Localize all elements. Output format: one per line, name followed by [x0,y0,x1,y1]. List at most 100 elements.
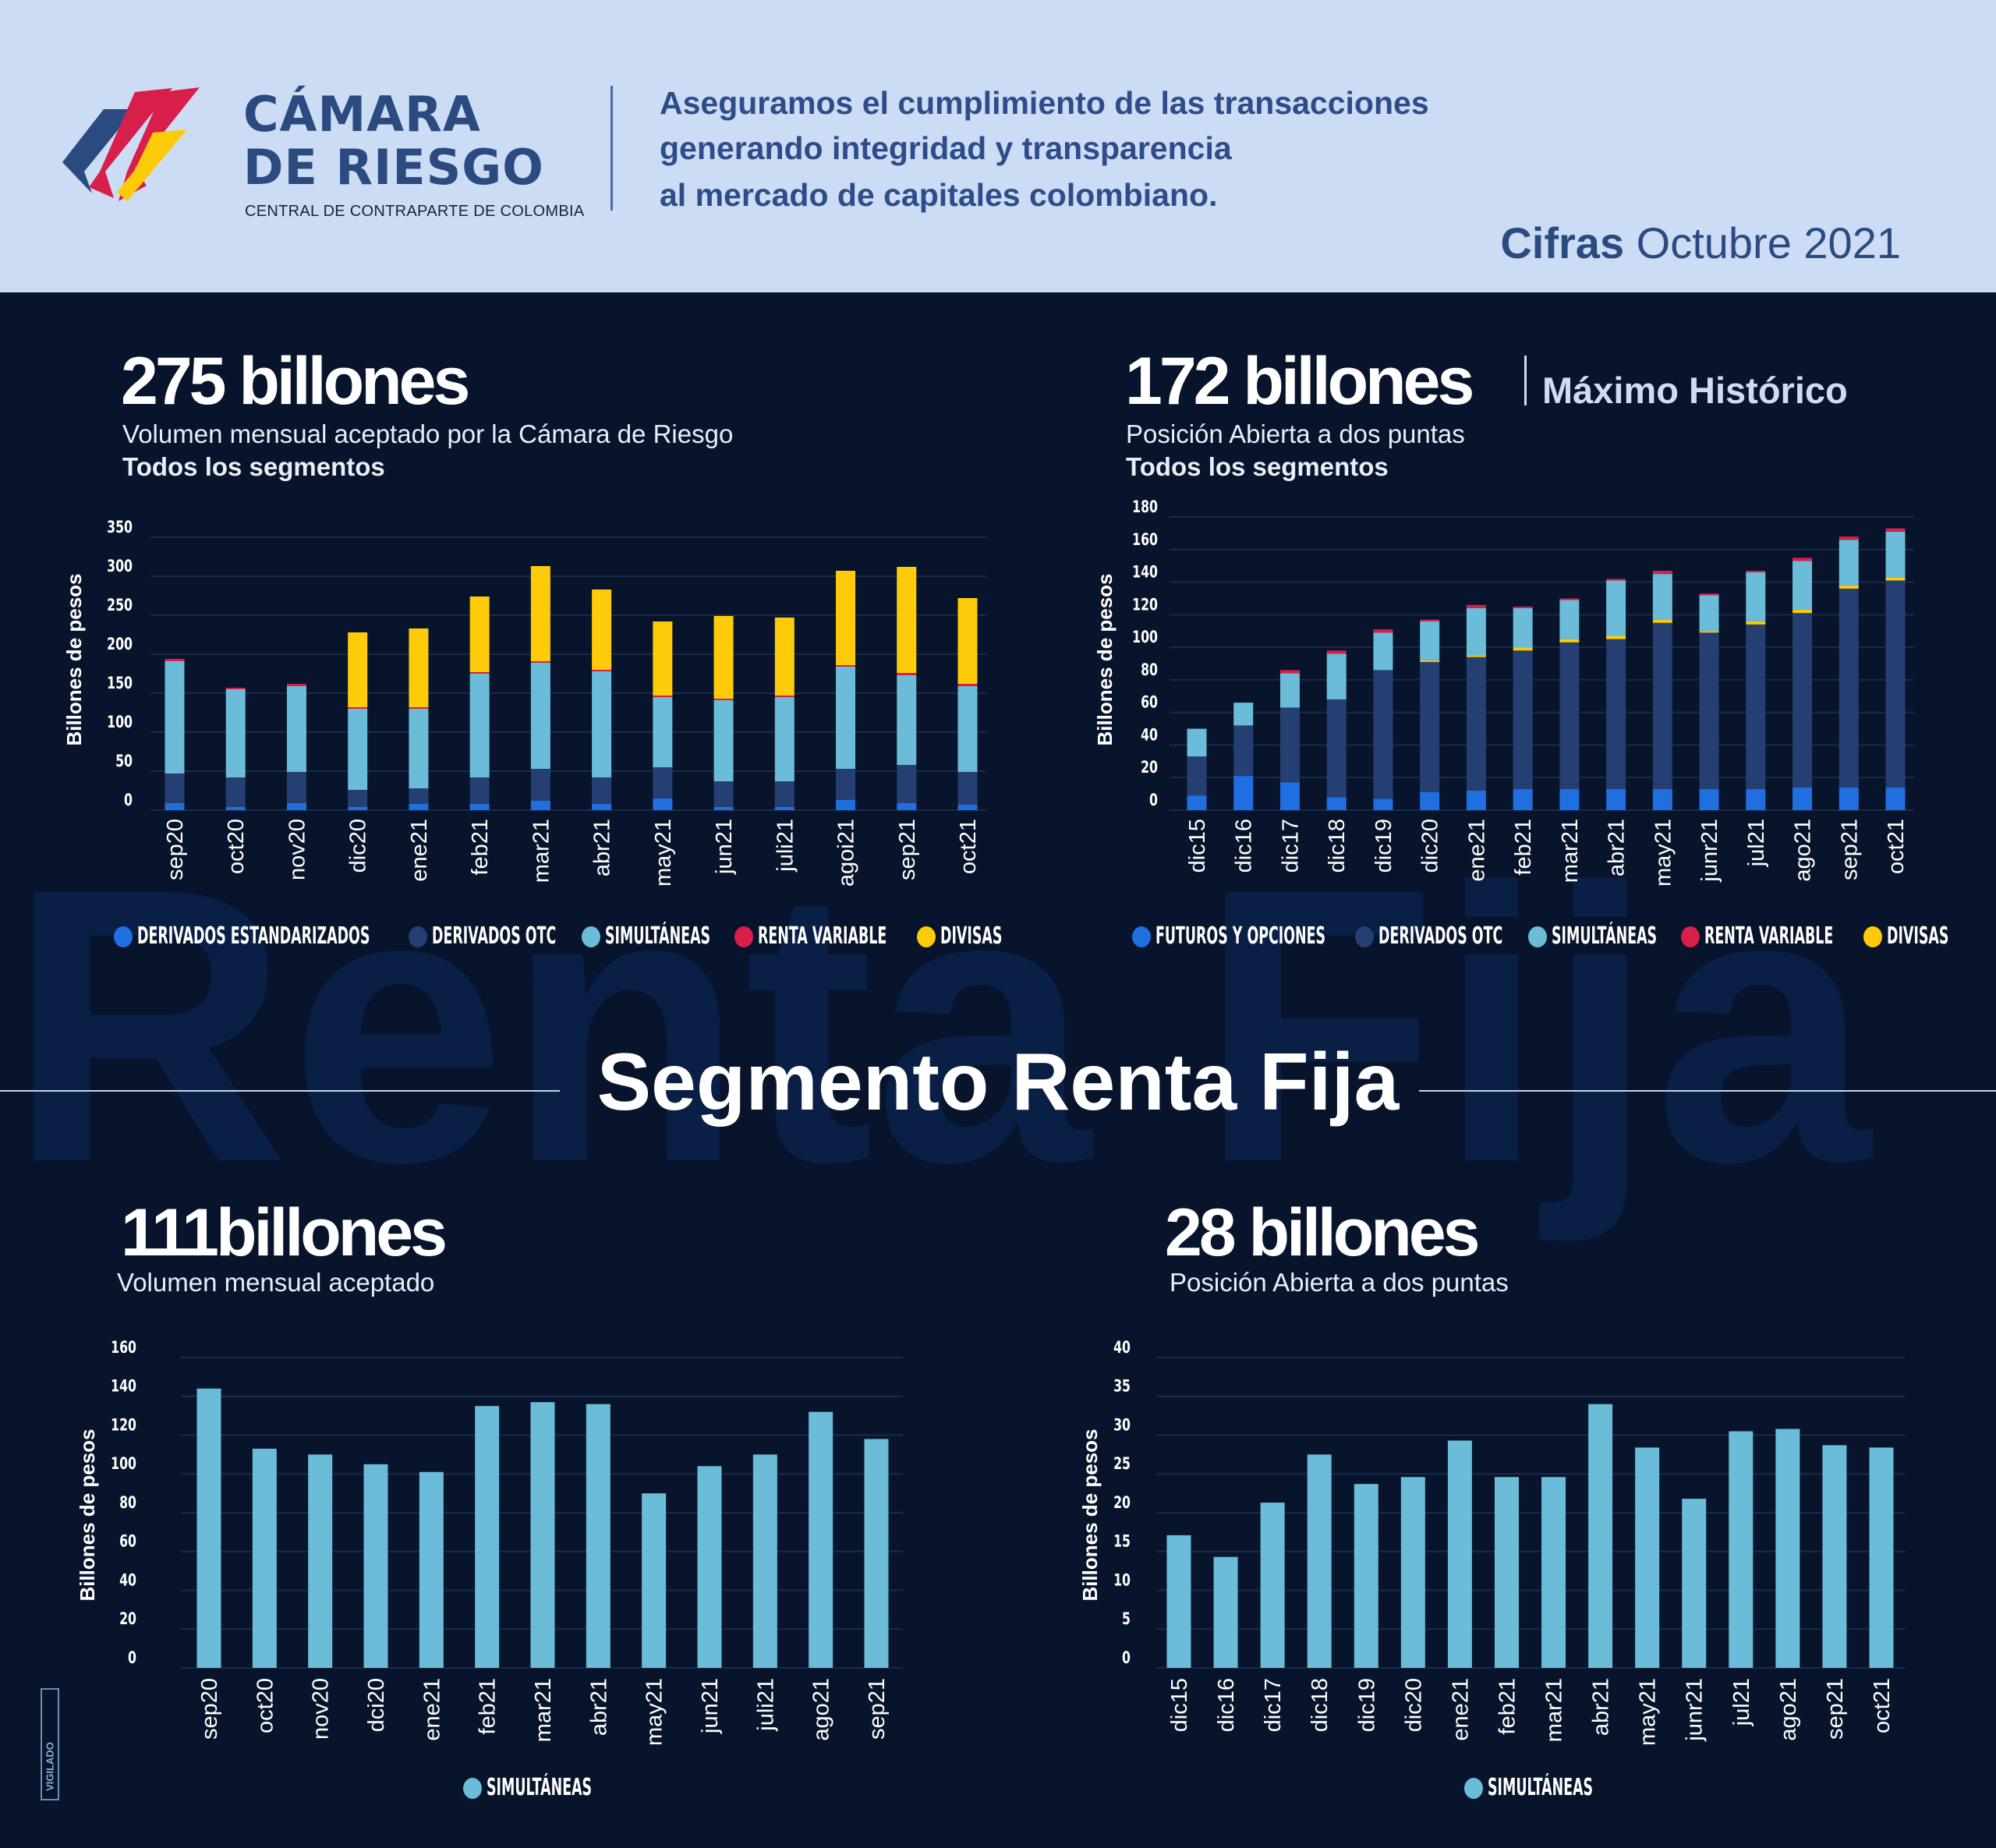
legend-item: DERIVADOS OTC [1355,925,1516,948]
panel1-subtitle: Volumen mensual aceptado por la Cámara d… [122,420,734,448]
period-label: Octubre 2021 [1624,218,1901,267]
bar-segment [1652,622,1672,789]
x-tick-label: feb21 [468,819,493,876]
bar-segment [1466,607,1486,656]
legend-label: SIMULTÁNEAS [1488,1774,1594,1801]
bar-segment [1699,593,1719,596]
bar-segment [165,803,185,810]
y-tick-label: 50 [115,752,133,771]
y-tick-label: 160 [1132,531,1158,550]
bar-segment [1326,797,1347,810]
x-tick-label: sep21 [1837,819,1862,880]
legend-swatch [463,1777,482,1799]
bar-segment [1559,788,1580,810]
x-tick-label: dic19 [1371,819,1396,873]
y-tick-label: 10 [1113,1571,1131,1590]
panel2-headline: 172 billones [1125,344,1474,419]
bar-segment [1279,782,1300,810]
bar-segment [348,790,368,807]
x-tick-label: ene21 [1464,819,1489,882]
bar-segment [348,707,368,709]
legend-label: DERIVADOS OTC [1378,922,1503,950]
x-tick-label: dic19 [1354,1678,1379,1732]
bar-segment [774,807,795,810]
x-tick-label: ene21 [407,819,432,882]
legend-swatch [1681,926,1700,947]
x-tick-label: dic20 [1418,819,1443,873]
chart-1: 0 50 100 150 200 250 300 350 sep20 oct20 nov20 dic2… [107,519,986,887]
bar-segment [1699,788,1719,810]
bar-segment [752,1454,777,1668]
x-tick-label: oct20 [224,819,249,874]
legend-label: FUTUROS Y OPCIONES [1155,922,1326,950]
x-tick-label: mar21 [1542,1678,1567,1742]
x-tick-label: dic18 [1308,1678,1332,1732]
bar-segment [165,774,185,803]
tagline-line-3: al mercado de capitales colombiano. [660,177,1218,213]
bar-segment [1447,1440,1472,1668]
chart2-legend: FUTUROS Y OPCIONES DERIVADOS OTC SIMULTÁ… [1132,925,1976,948]
bar-segment [1885,577,1906,581]
bar-segment [653,696,673,697]
x-tick-label: oct20 [253,1678,278,1733]
bar-segment [165,659,185,661]
y-tick-label: 140 [111,1378,136,1397]
y-tick-label: 20 [1113,1494,1131,1513]
bar-segment [1279,673,1300,708]
bar-segment [1682,1499,1707,1668]
bar-segment [1513,650,1533,789]
legend-item: DERIVADOS ESTANDARIZADOS [114,925,396,948]
bar-segment [225,689,246,777]
legend-swatch [1132,926,1151,947]
y-tick-label: 20 [1141,759,1158,777]
y-tick-label: 60 [119,1533,136,1552]
bar-segment [196,1388,221,1668]
bar-segment [713,781,734,807]
bar-segment [286,684,306,686]
bar-segment [957,684,978,686]
bar-segment [1652,570,1672,575]
x-tick-label: ago21 [1776,1678,1801,1741]
y-tick-label: 5 [1122,1610,1131,1629]
y-tick-label: 0 [124,791,133,810]
x-tick-label: dic18 [1325,819,1350,873]
legend-swatch [1355,926,1374,947]
vigilado-seal: VIGILADO [41,1688,59,1800]
x-tick-label: jul21 [1729,1678,1754,1726]
bar-segment [864,1439,889,1668]
bar-segment [1213,1556,1238,1668]
legend-item: DIVISAS [1863,925,1963,948]
x-tick-label: mar21 [1558,819,1583,883]
bar-segment [897,765,917,803]
bar-segment [713,616,734,699]
x-tick-label: juli21 [773,819,798,873]
bar-segment [409,788,429,804]
y-tick-label: 100 [1132,628,1158,647]
y-tick-label: 80 [1141,661,1158,680]
bar-segment [530,769,550,801]
y-tick-label: 25 [1113,1455,1131,1474]
legend-item: DERIVADOS OTC [409,925,569,948]
legend-label: RENTA VARIABLE [758,922,887,950]
y-tick-label: 200 [107,635,133,654]
bar-segment [1420,792,1440,810]
bar-segment [1279,670,1300,674]
y-tick-label: 0 [1149,791,1158,810]
y-tick-label: 250 [107,597,133,615]
bar-segment [1166,1535,1191,1668]
tagline-line-1: Aseguramos el cumplimiento de las transa… [660,85,1429,121]
bar-segment [1775,1428,1800,1668]
bar-segment [1373,629,1393,633]
bar-segment [1494,1477,1519,1668]
legend-label: DERIVADOS OTC [432,922,557,950]
legend-item: DIVISAS [917,925,1017,948]
y-tick-label: 180 [1132,498,1158,517]
bar-segment [469,597,490,672]
bar-segment [419,1471,444,1668]
y-tick-label: 120 [1132,596,1158,614]
x-tick-label: dic15 [1167,1678,1192,1732]
camara-de-riesgo-logo-icon [62,87,200,201]
y-tick-label: 20 [119,1610,136,1629]
bar-segment [1746,788,1766,810]
bar-segment [1746,572,1766,621]
